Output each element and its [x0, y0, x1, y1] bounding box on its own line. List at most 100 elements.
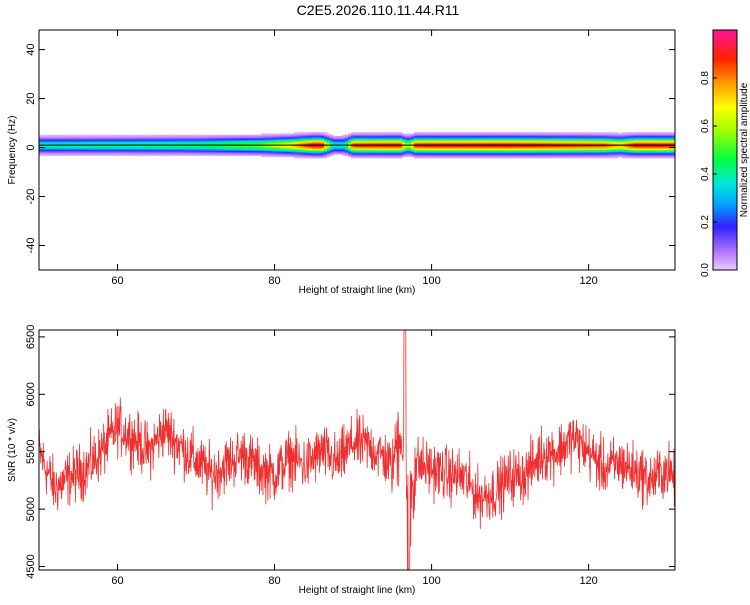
spectrogram-cell [306, 143, 310, 145]
spectrogram-cell [435, 156, 439, 159]
spectrogram-cell [75, 153, 79, 155]
spectrogram-cell [621, 145, 625, 148]
spectrogram-cell [627, 138, 631, 140]
spectrogram-cell [147, 140, 151, 143]
spectrogram-cell [384, 154, 388, 156]
spectrogram-cell [153, 139, 157, 142]
spectrogram-cell [324, 150, 328, 153]
spectrogram-cell [201, 153, 205, 155]
spectrogram-cell [315, 154, 319, 156]
spectrogram-cell [45, 143, 49, 145]
spectrogram-cell [351, 137, 355, 139]
spectrogram-cell [672, 150, 675, 153]
spectrogram-cell [99, 151, 103, 154]
spectrogram-cell [549, 146, 553, 149]
spectrogram-cell [354, 151, 358, 154]
spectrogram-cell [549, 151, 553, 154]
spectrogram-cell [63, 146, 67, 149]
spectrogram-cell [234, 151, 238, 154]
spectrogram-cell [612, 133, 616, 136]
spectrogram-cell [201, 140, 205, 143]
spectrogram-cell [366, 155, 370, 158]
spectrogram-cell [570, 156, 574, 159]
spectrogram-cell [468, 146, 472, 149]
spectrogram-cell [276, 145, 280, 148]
spectrogram-cell [600, 149, 604, 152]
spectrogram-cell [381, 150, 385, 153]
spectrogram-cell [237, 149, 241, 152]
spectrogram-cell [297, 135, 301, 138]
spectrogram-cell [492, 142, 496, 144]
spectrogram-cell [423, 151, 427, 154]
spectrogram-cell [255, 134, 259, 137]
spectrogram-cell [540, 148, 544, 150]
spectrogram-cell [561, 154, 565, 156]
spectrogram-cell [435, 135, 439, 138]
spectrogram-cell [498, 150, 502, 153]
spectrogram-cell [615, 143, 619, 145]
spectrogram-cell [285, 142, 289, 144]
spectrogram-cell [471, 133, 475, 136]
spectrogram-cell [300, 132, 304, 134]
spectrogram-cell [630, 146, 634, 149]
spectrogram-cell [525, 140, 529, 143]
spectrogram-cell [357, 149, 361, 152]
spectrogram-cell [618, 137, 622, 139]
spectrogram-cell [492, 137, 496, 139]
spectrogram-cell [330, 140, 334, 143]
spectrogram-cell [471, 151, 475, 154]
spectrogram-cell [222, 135, 226, 138]
spectrogram-cell [531, 148, 535, 150]
spectrogram-cell [480, 142, 484, 144]
spectrogram-cell [198, 135, 202, 138]
spectrogram-cell [375, 148, 379, 150]
spectrogram-cell [414, 151, 418, 154]
spectrogram-cell [570, 134, 574, 137]
spectrogram-cell [138, 154, 142, 156]
spectrogram-cell [318, 143, 322, 145]
spectrogram-cell [288, 137, 292, 139]
spectrogram-cell [234, 143, 238, 145]
spectrogram-cell [594, 137, 598, 139]
spectrogram-cell [660, 148, 664, 150]
spectrogram-cell [360, 142, 364, 144]
spectrogram-cell [492, 132, 496, 134]
spectrogram-cell [558, 138, 562, 140]
spectrogram-cell [555, 135, 559, 138]
spectrogram-cell [558, 137, 562, 139]
spectrogram-cell [567, 150, 571, 153]
spectrogram-cell [303, 155, 307, 158]
spectrogram-cell [618, 149, 622, 152]
spectrogram-cell [552, 154, 556, 156]
spectrogram-cell [330, 138, 334, 140]
spectrogram-cell [576, 153, 580, 155]
spectrogram-cell [555, 155, 559, 158]
spectrogram-cell [570, 153, 574, 155]
spectrogram-cell [648, 150, 652, 153]
spectrogram-cell [324, 133, 328, 136]
spectrogram-cell [663, 138, 667, 140]
spectrogram-cell [213, 134, 217, 137]
spectrogram-cell [393, 137, 397, 139]
snr-y-tick-label: 6000 [25, 382, 37, 406]
spectrogram-cell [600, 134, 604, 137]
spectrogram-cell [240, 153, 244, 155]
spectrogram-cell [303, 151, 307, 154]
spectrogram-cell [183, 148, 187, 150]
spectrogram-cell [402, 140, 406, 143]
spectrogram-cell [39, 149, 43, 152]
spectrogram-cell [336, 148, 340, 150]
snr-xlabel: Height of straight line (km) [299, 585, 416, 596]
spectrogram-cell [189, 140, 193, 143]
spectrogram-cell [225, 140, 229, 143]
spectrogram-cell [540, 132, 544, 134]
spectrogram-cell [87, 153, 91, 155]
spectrogram-cell [219, 146, 223, 149]
spectrogram-cell [600, 139, 604, 142]
spectrogram-cell [210, 145, 214, 148]
spectrogram-cell [159, 143, 163, 145]
spectrogram-cell [585, 135, 589, 138]
spectrogram-cell [60, 138, 64, 140]
spectrogram-cell [126, 154, 130, 156]
spectrogram-cell [306, 138, 310, 140]
